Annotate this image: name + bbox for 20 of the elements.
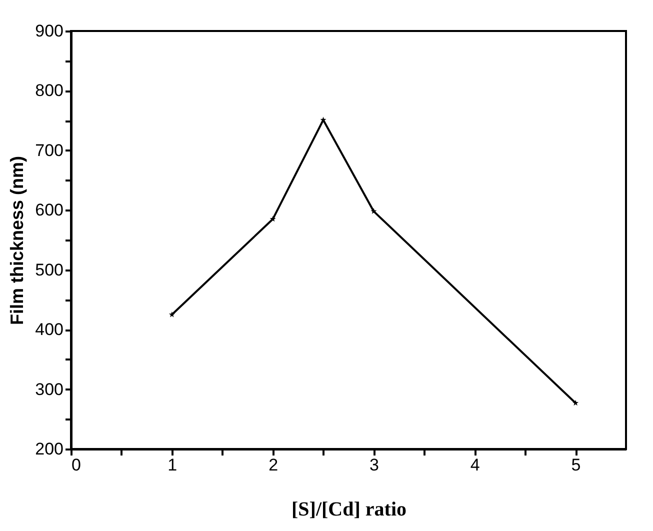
point bbox=[168, 311, 175, 318]
point bbox=[572, 400, 579, 406]
point bbox=[370, 208, 377, 214]
y-tick-label: 300 bbox=[35, 380, 64, 399]
y-tick-label: 600 bbox=[35, 200, 64, 220]
y-tick-label: 400 bbox=[35, 320, 64, 340]
x-axis-title: [S]/[Cd] ratio bbox=[292, 498, 406, 520]
x-tick-label: 1 bbox=[168, 456, 178, 474]
y-tick-label: 800 bbox=[35, 81, 64, 100]
x-tick-label: 0 bbox=[72, 456, 81, 474]
x-tick-label: 2 bbox=[268, 456, 278, 474]
y-tick-label: 700 bbox=[35, 140, 64, 160]
y-tick-label: 500 bbox=[35, 260, 64, 280]
x-tick-label: 5 bbox=[571, 456, 581, 474]
y-axis-title: Film thickness (nm) bbox=[7, 156, 28, 326]
point bbox=[270, 216, 276, 222]
y-tick-label: 200 bbox=[35, 440, 64, 458]
x-tick-label: 4 bbox=[470, 456, 480, 474]
x-tick-label: 3 bbox=[369, 456, 379, 474]
y-tick-label: 900 bbox=[35, 22, 64, 40]
